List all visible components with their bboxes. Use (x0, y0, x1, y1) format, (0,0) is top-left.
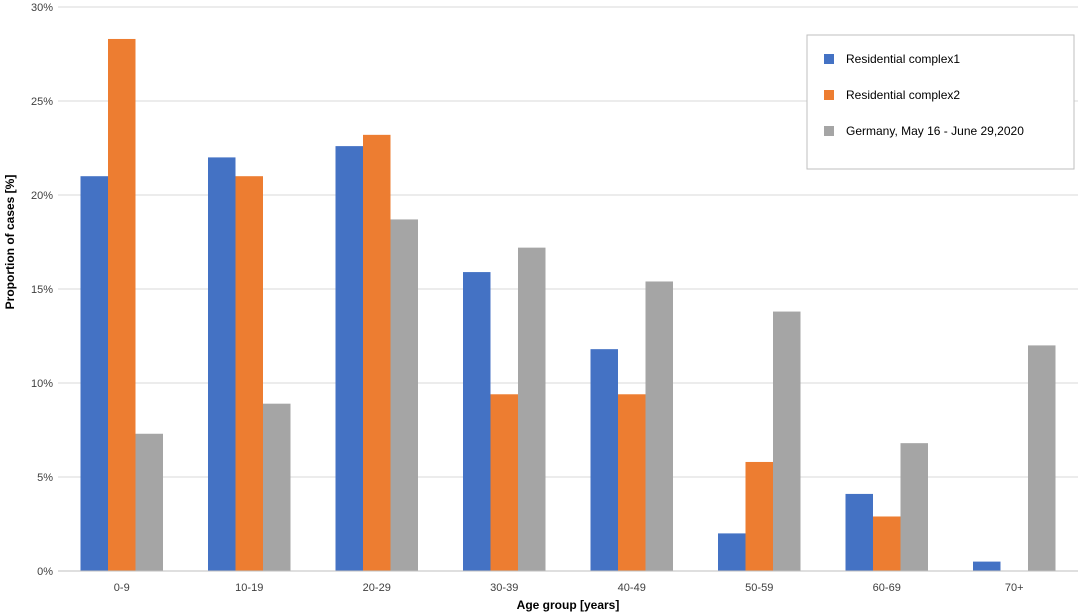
legend: Residential complex1 Residential complex2… (806, 34, 1075, 170)
y-tick-label: 5% (37, 472, 53, 484)
bar-germany-may-16-june-29-2020-70+ (1028, 345, 1056, 571)
x-tick-label: 70+ (1005, 582, 1024, 594)
bar-germany-may-16-june-29-2020-0-9 (135, 433, 163, 571)
legend-label: Residential complex1 (846, 52, 960, 66)
x-tick-label: 30-39 (490, 582, 518, 594)
bar-germany-may-16-june-29-2020-30-39 (518, 247, 546, 571)
bar-residential-complex1-30-39 (463, 272, 491, 571)
y-tick-label: 20% (31, 190, 53, 202)
x-tick-label: 20-29 (363, 582, 391, 594)
bar-residential-complex1-10-19 (208, 157, 236, 571)
legend-swatch (824, 126, 834, 136)
bar-residential-complex1-20-29 (335, 146, 363, 571)
legend-box (806, 34, 1075, 170)
y-tick-label: 25% (31, 96, 53, 108)
y-tick-label: 30% (31, 2, 53, 14)
y-tick-label: 10% (31, 378, 53, 390)
y-axis-title: Proportion of cases [%] (3, 175, 17, 310)
bar-germany-may-16-june-29-2020-60-69 (900, 443, 928, 571)
legend-label: Germany, May 16 - June 29,2020 (846, 124, 1024, 138)
bar-germany-may-16-june-29-2020-20-29 (390, 219, 418, 571)
legend-swatch (824, 54, 834, 64)
bar-germany-may-16-june-29-2020-40-49 (645, 281, 673, 571)
x-tick-label: 0-9 (114, 582, 130, 594)
bar-residential-complex1-70+ (973, 561, 1001, 571)
bar-residential-complex2-20-29 (363, 134, 391, 571)
bar-germany-may-16-june-29-2020-10-19 (263, 403, 291, 571)
bar-residential-complex2-40-49 (618, 394, 646, 571)
bars (80, 38, 1056, 571)
x-tick-label: 40-49 (618, 582, 646, 594)
legend-label: Residential complex2 (846, 88, 960, 102)
y-tick-label: 0% (37, 566, 53, 578)
bar-residential-complex1-40-49 (590, 349, 618, 571)
x-tick-label: 10-19 (235, 582, 263, 594)
bar-residential-complex1-0-9 (80, 176, 108, 571)
x-axis-title: Age group [years] (517, 598, 620, 612)
bar-residential-complex1-50-59 (718, 533, 746, 571)
bar-residential-complex2-10-19 (235, 176, 263, 571)
bar-germany-may-16-june-29-2020-50-59 (773, 311, 801, 571)
y-axis-tick-labels: 0% 5% 10% 15% 20% 25% 30% (31, 2, 53, 578)
bar-residential-complex1-60-69 (845, 493, 873, 571)
bar-residential-complex2-60-69 (873, 516, 901, 571)
bar-residential-complex2-0-9 (108, 38, 136, 571)
x-tick-label: 60-69 (873, 582, 901, 594)
y-tick-label: 15% (31, 284, 53, 296)
x-axis-tick-labels: 0-9 10-19 20-29 30-39 40-49 50-59 60-69 70+ (114, 582, 1024, 594)
bar-residential-complex2-30-39 (490, 394, 518, 571)
x-tick-label: 50-59 (745, 582, 773, 594)
bar-residential-complex2-50-59 (745, 461, 773, 571)
legend-swatch (824, 90, 834, 100)
